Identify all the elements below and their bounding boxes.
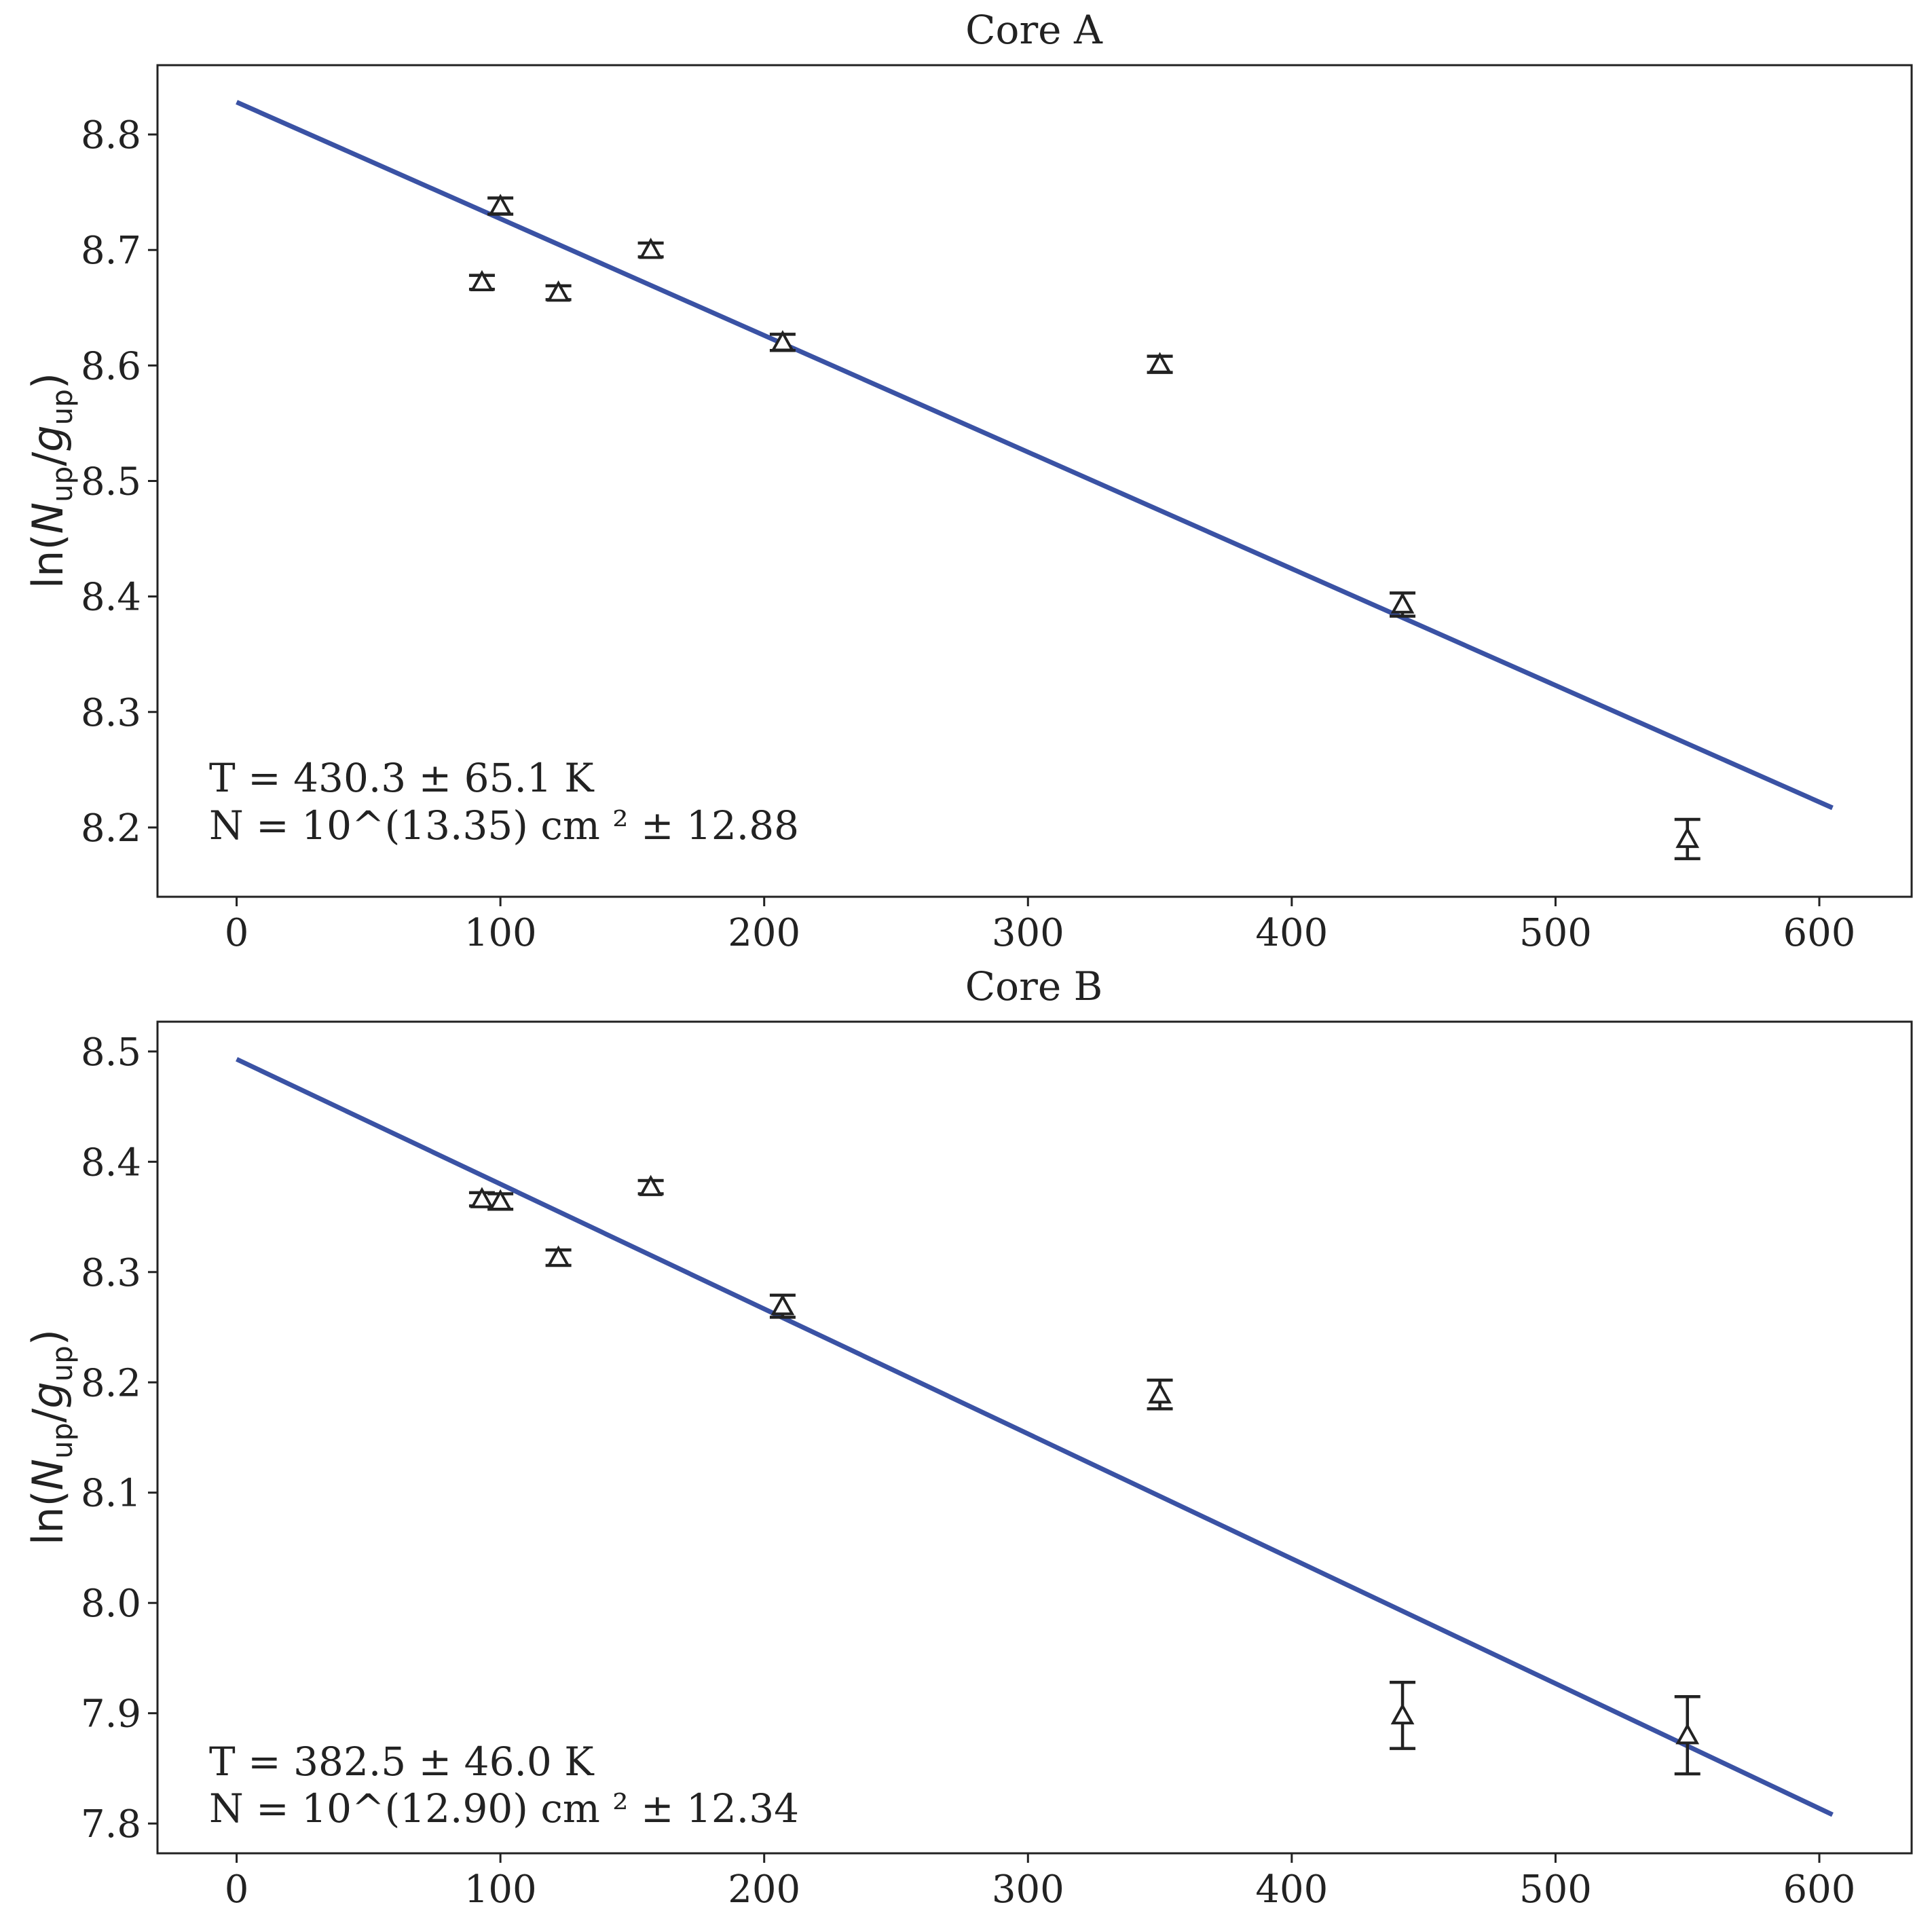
x-tick-label: 600	[1783, 911, 1856, 955]
triangle-marker	[488, 193, 513, 215]
y-tick-label: 8.3	[81, 691, 141, 735]
data-point	[468, 1187, 495, 1208]
x-tick-label: 400	[1255, 1868, 1328, 1911]
x-tick-label: 600	[1783, 1868, 1856, 1911]
x-axis: 0 100 200 300 400 500 600	[225, 897, 1856, 955]
x-tick-label: 400	[1255, 911, 1328, 955]
triangle-marker	[1390, 592, 1415, 614]
fit-line	[236, 1057, 1834, 1817]
triangle-marker	[770, 1294, 795, 1316]
data-point	[545, 1245, 572, 1267]
plot-frame	[156, 1020, 1913, 1855]
x-tick-label: 100	[464, 911, 537, 955]
data-point	[487, 193, 514, 216]
y-tick-label: 7.9	[81, 1692, 141, 1737]
annotation-temperature: T = 430.3 ± 65.1 K	[209, 755, 595, 801]
data-point	[637, 238, 664, 259]
x-tick-label: 100	[464, 1868, 537, 1911]
triangle-marker	[639, 1174, 663, 1196]
chart-title: Core A	[965, 7, 1103, 53]
panel-core-b: Core B 0 100 200 300 400 500 600 7.8 7.9 8.0 8.1 8…	[23, 963, 1913, 1911]
x-axis: 0 100 200 300 400 500 600	[225, 1853, 1856, 1911]
triangle-marker	[1148, 1382, 1172, 1404]
y-tick-label: 8.8	[81, 113, 141, 157]
triangle-marker	[546, 280, 571, 302]
data-point	[468, 270, 495, 292]
y-axis: 8.2 8.3 8.4 8.5 8.6 8.7 8.8	[81, 113, 157, 851]
triangle-marker	[1675, 1723, 1700, 1745]
triangle-marker	[639, 238, 663, 259]
triangle-marker	[470, 270, 494, 292]
triangle-marker	[546, 1245, 571, 1267]
y-tick-label: 8.2	[81, 806, 141, 851]
data-point	[487, 1189, 514, 1211]
data-point	[1674, 1695, 1701, 1776]
triangle-marker	[1675, 826, 1700, 849]
data-point	[1390, 591, 1416, 618]
data-point	[1147, 1378, 1173, 1411]
annotation-temperature: T = 382.5 ± 46.0 K	[209, 1739, 595, 1785]
panel-core-a: Core A 0 100 200 300 400 500 600 8.28.38.48.58…	[23, 7, 1913, 955]
data-point	[769, 330, 796, 352]
y-tick-label: 8.6	[81, 344, 141, 388]
y-tick-label: 8.1	[81, 1472, 141, 1516]
x-tick-label: 500	[1519, 911, 1592, 955]
y-tick-label: 8.5	[81, 460, 141, 504]
triangle-marker	[470, 1187, 494, 1208]
y-tick-label: 7.8	[81, 1802, 141, 1847]
y-tick-label: 8.2	[81, 1361, 141, 1405]
series-group	[236, 100, 1834, 861]
x-tick-label: 500	[1519, 1868, 1592, 1911]
y-tick-label: 8.7	[81, 229, 141, 273]
annotation-column-density: N = 10^(13.35) cm ² ± 12.88	[209, 802, 799, 849]
fit-line	[236, 100, 1834, 811]
data-point	[545, 280, 572, 302]
data-point	[1147, 352, 1173, 374]
x-tick-label: 300	[992, 911, 1064, 955]
data-point	[637, 1174, 664, 1196]
triangle-marker	[488, 1189, 513, 1211]
y-tick-label: 8.5	[81, 1031, 141, 1075]
x-tick-label: 200	[728, 911, 800, 955]
triangle-marker	[1390, 1703, 1415, 1725]
y-tick-label: 8.3	[81, 1251, 141, 1295]
y-tick-label: 8.0	[81, 1582, 141, 1626]
x-tick-label: 300	[992, 1868, 1064, 1911]
y-axis-label: ln(Nup/gup)	[23, 1329, 79, 1545]
y-tick-label: 8.4	[81, 576, 141, 620]
y-axis: 7.8 7.9 8.0 8.1 8.2 8.3 8.4 8.5	[81, 1031, 157, 1847]
triangle-marker	[770, 330, 795, 352]
series-group	[236, 1057, 1834, 1817]
x-tick-label: 0	[225, 911, 249, 955]
triangle-marker	[1148, 352, 1172, 373]
data-point	[769, 1293, 796, 1319]
data-point	[1674, 817, 1701, 861]
chart-title: Core B	[965, 963, 1102, 1009]
x-tick-label: 0	[225, 1868, 249, 1911]
annotation-column-density: N = 10^(12.90) cm ² ± 12.34	[209, 1785, 799, 1832]
x-tick-label: 200	[728, 1868, 800, 1911]
y-axis-label: ln(Nup/gup)	[23, 373, 79, 589]
data-point	[1390, 1680, 1416, 1750]
y-tick-label: 8.4	[81, 1140, 141, 1185]
